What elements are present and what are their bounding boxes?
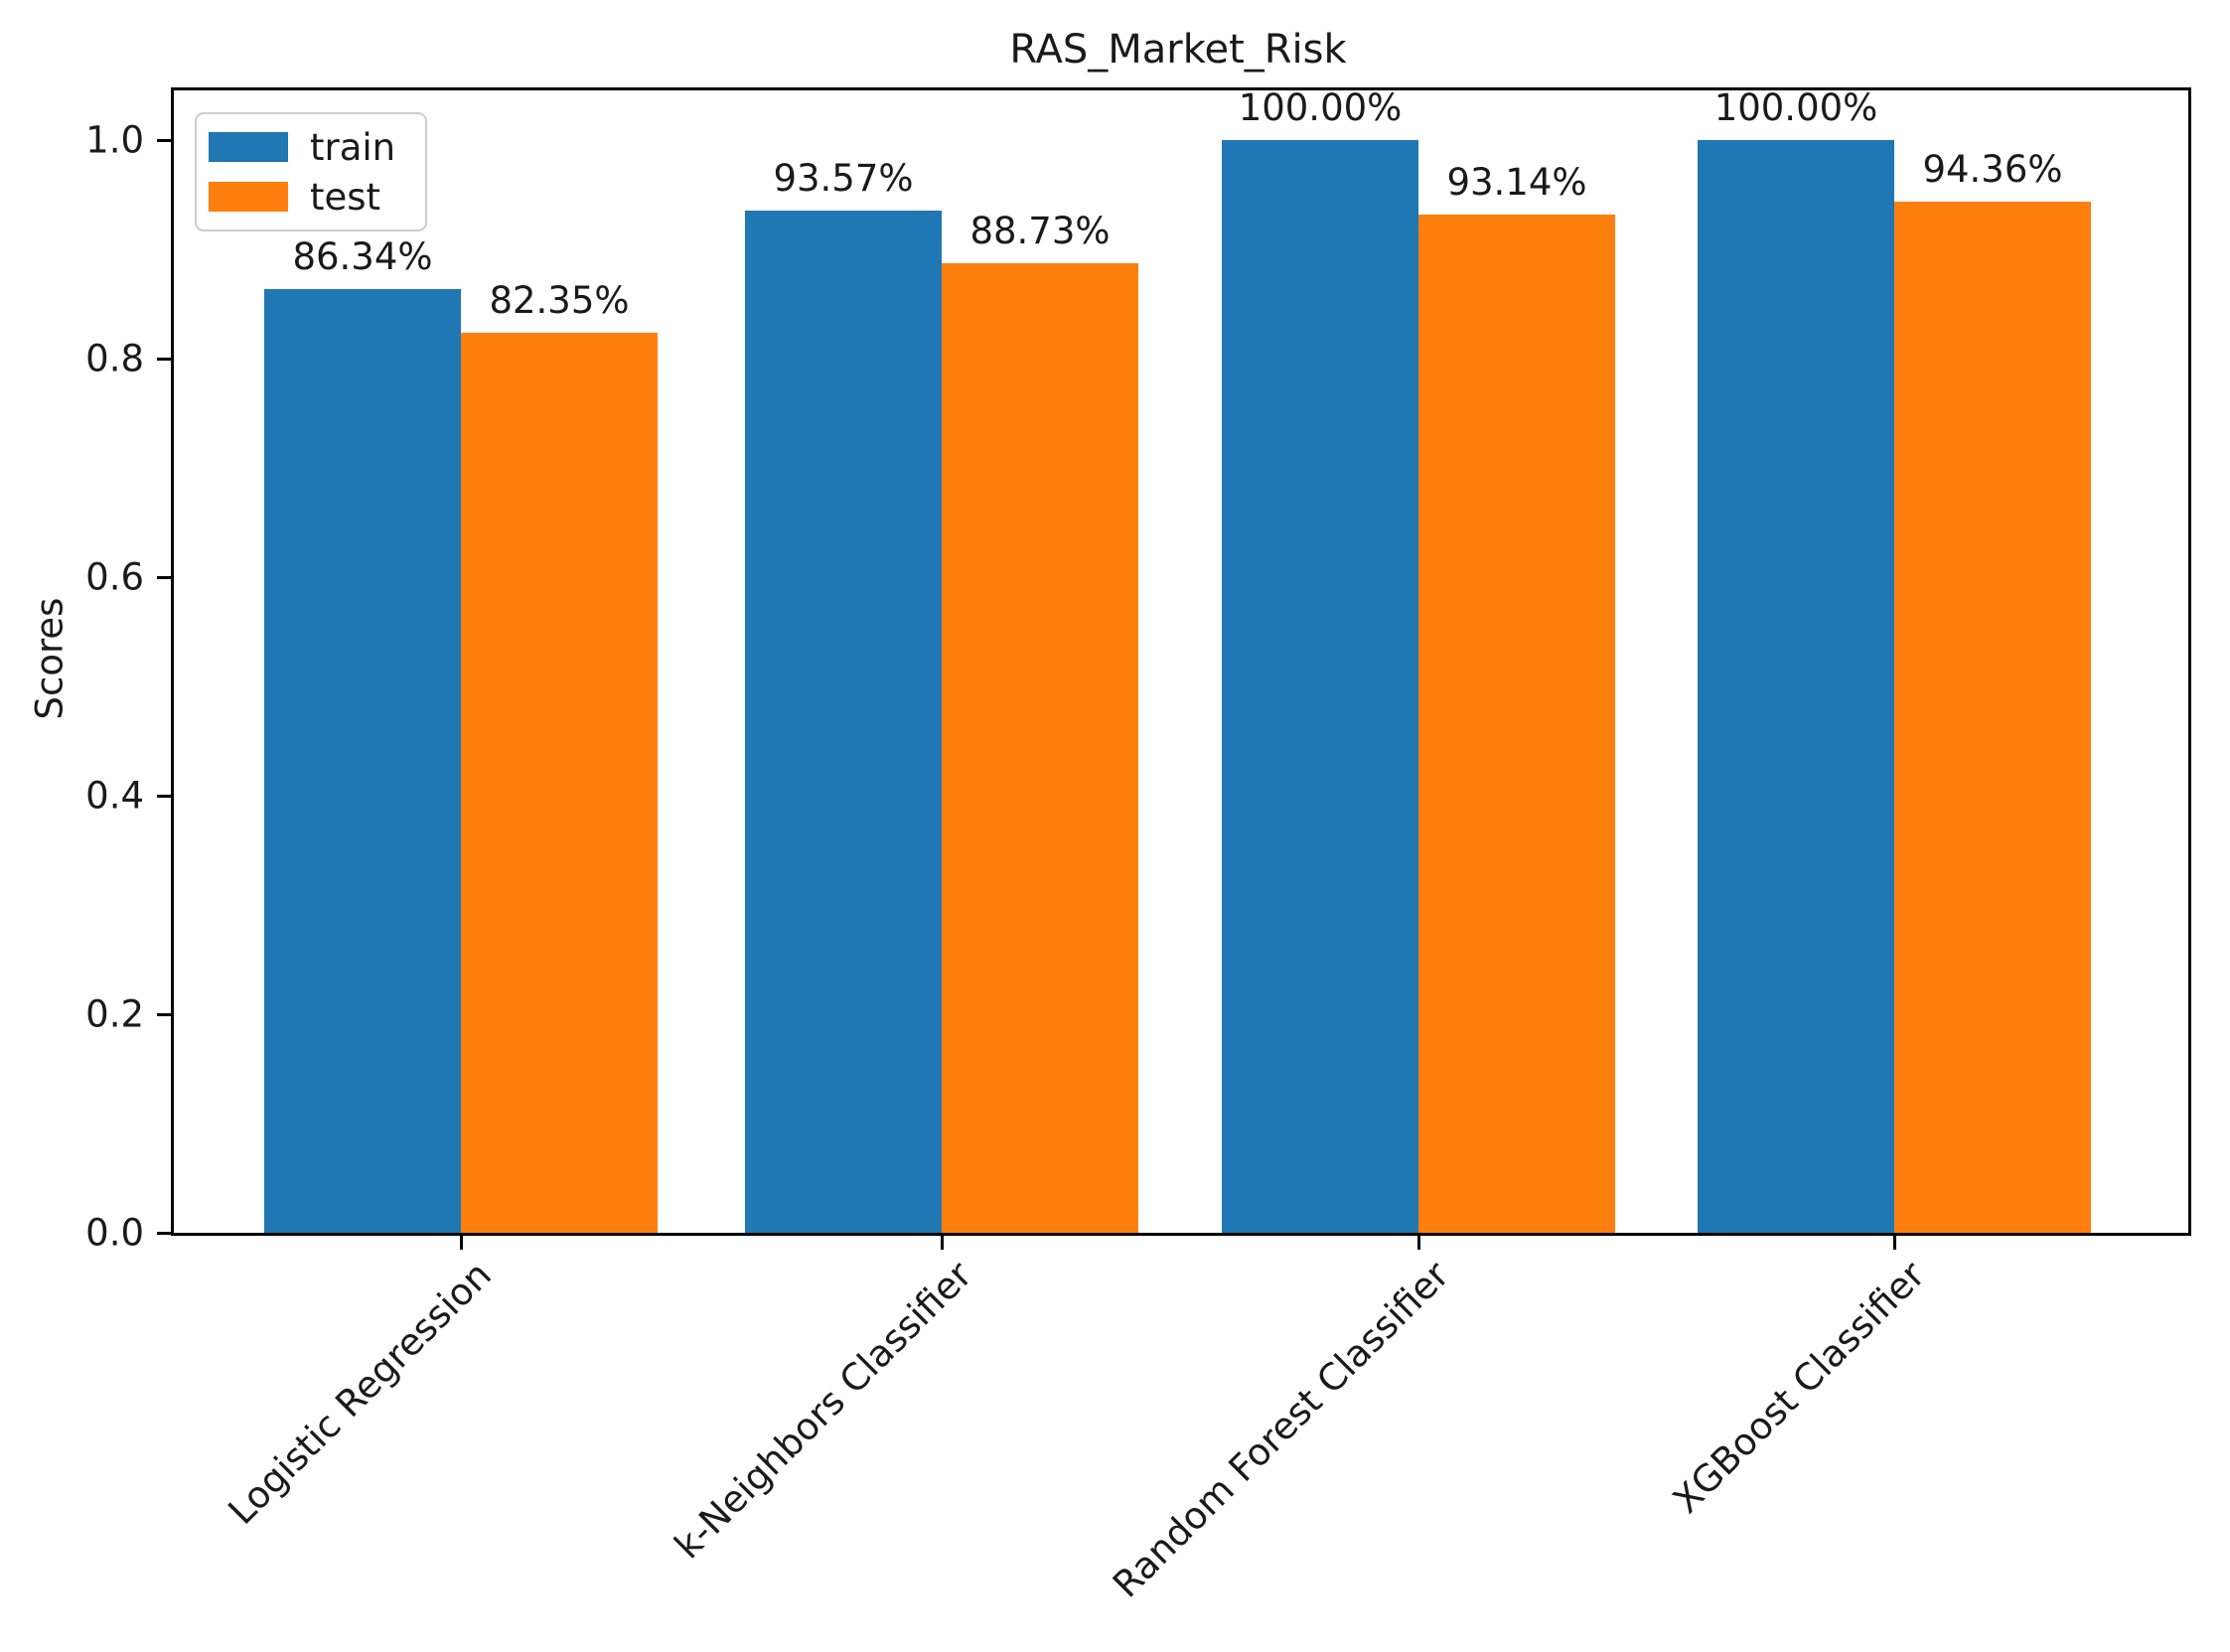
y-tick-label: 0.6 bbox=[85, 555, 144, 599]
y-tick-mark bbox=[157, 794, 171, 798]
y-tick-label: 0.8 bbox=[85, 337, 144, 380]
legend-swatch-test bbox=[209, 182, 288, 212]
bar-train bbox=[264, 289, 461, 1233]
bar-test bbox=[461, 333, 658, 1233]
x-axis-category-label: XGBoost Classifier bbox=[1664, 1253, 1933, 1522]
y-tick-mark bbox=[157, 357, 171, 361]
bar-train bbox=[1698, 140, 1894, 1233]
x-tick-mark bbox=[940, 1236, 944, 1250]
bar-train bbox=[1222, 140, 1418, 1233]
y-tick-label: 1.0 bbox=[85, 118, 144, 162]
bar-value-label: 93.14% bbox=[1446, 161, 1587, 204]
bar-test bbox=[1418, 215, 1615, 1233]
legend-item-train: train bbox=[209, 129, 425, 166]
plot-area: train test 0.0 0.2 0.4 0.6 0.8 1.0 86.34% 82.35… bbox=[85, 86, 2191, 1606]
y-tick-mark bbox=[157, 1231, 171, 1235]
x-tick-mark bbox=[459, 1236, 463, 1250]
chart-title: RAS_Market_Risk bbox=[1009, 27, 1347, 73]
legend-label-test: test bbox=[310, 175, 381, 219]
legend-swatch-train bbox=[209, 132, 288, 162]
x-axis-category-label: Logistic Regression bbox=[220, 1253, 500, 1533]
bar-test bbox=[1894, 202, 2091, 1233]
bar-value-label: 88.73% bbox=[969, 210, 1111, 252]
y-tick-mark bbox=[157, 1012, 171, 1016]
bar-value-label: 82.35% bbox=[489, 279, 630, 322]
x-axis-category-label: k-Neighbors Classifier bbox=[667, 1253, 980, 1568]
legend-label-train: train bbox=[310, 125, 396, 169]
bar-train bbox=[745, 211, 942, 1233]
legend-item-test: test bbox=[209, 179, 425, 216]
legend: train test bbox=[195, 112, 427, 231]
bar-value-label: 100.00% bbox=[1713, 86, 1878, 129]
bar-value-label: 93.57% bbox=[773, 157, 914, 200]
y-tick-label: 0.2 bbox=[85, 992, 144, 1036]
bar-value-label: 100.00% bbox=[1238, 86, 1403, 129]
bar-value-label: 86.34% bbox=[292, 235, 433, 278]
y-axis-label: Scores bbox=[28, 597, 72, 720]
x-tick-mark bbox=[1416, 1236, 1420, 1250]
x-axis-category-label: Random Forest Classifier bbox=[1104, 1253, 1457, 1606]
y-tick-label: 0.0 bbox=[85, 1211, 144, 1255]
y-tick-mark bbox=[157, 575, 171, 579]
x-tick-mark bbox=[1892, 1236, 1896, 1250]
bar-test bbox=[942, 263, 1138, 1233]
y-tick-mark bbox=[157, 138, 171, 142]
y-tick-label: 0.4 bbox=[85, 774, 144, 818]
bar-value-label: 94.36% bbox=[1922, 148, 2063, 191]
